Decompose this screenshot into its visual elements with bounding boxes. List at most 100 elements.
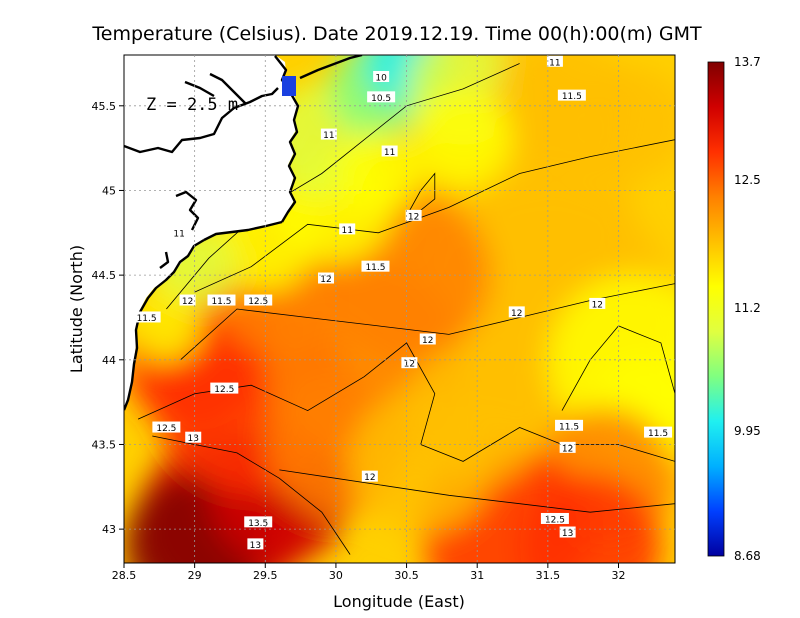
contour-label: 13 [562, 529, 573, 539]
land-mask [124, 55, 298, 410]
cold-spot-marker [282, 76, 296, 96]
contour-label-box [540, 512, 569, 524]
contour-label: 12 [182, 297, 193, 307]
contour-label: 12.5 [214, 385, 234, 395]
contour-label: 11.5 [365, 263, 385, 273]
temperature-patch [413, 90, 513, 190]
contour-label-box [589, 297, 606, 309]
contour-label-box [244, 294, 273, 306]
temperature-patch [576, 66, 675, 180]
contour-label-box [132, 311, 161, 323]
x-tick-label: 29 [188, 569, 202, 582]
x-tick-label: 32 [611, 569, 625, 582]
y-tick-label: 44 [102, 354, 116, 367]
contour-line [406, 172, 436, 217]
contour-label: 12 [320, 275, 331, 285]
x-tick-label: 30 [329, 569, 343, 582]
colorbar: 8.68 9.95 11.2 12.5 13.7 [707, 55, 761, 563]
contour-label: 12 [408, 212, 419, 222]
contour-label: 11.5 [137, 314, 157, 324]
x-axis-label: Longitude (East) [333, 592, 465, 611]
contour-label: 12 [562, 444, 573, 454]
contour-label-box [210, 382, 239, 394]
contour-label-box [546, 55, 563, 67]
contour-label: 12 [511, 309, 522, 319]
contour-label-box [318, 272, 335, 284]
contour-labels: 10 10.5 11 11.5 11 11 12 11 11 11.5 12 12 11.5 12.5 11… [132, 55, 673, 551]
contour-label: 11 [341, 226, 352, 236]
temperature-patch [519, 475, 661, 563]
contour-label: 11.5 [648, 429, 668, 439]
colorbar-gradient [707, 61, 725, 557]
chart-title: Temperature (Celsius). Date 2019.12.19. … [91, 23, 702, 45]
colorbar-tick-label: 9.95 [734, 424, 761, 438]
contour-lines [137, 63, 675, 555]
contour-label: 12 [404, 360, 415, 370]
contour-label: 13 [188, 434, 199, 444]
x-tick-label: 31.5 [536, 569, 561, 582]
contour-label: 11 [549, 58, 560, 68]
contour-label-box [247, 538, 264, 550]
contour-label-box [555, 419, 584, 431]
y-axis-label: Latitude (North) [67, 245, 86, 373]
contour-label: 12.5 [156, 424, 176, 434]
colorbar-ticks: 8.68 9.95 11.2 12.5 13.7 [734, 55, 761, 563]
contour-label-box [361, 470, 378, 482]
x-tick-label: 31 [470, 569, 484, 582]
contour-label: 12.5 [545, 515, 565, 525]
contour-label-box [185, 431, 202, 443]
contour-label: 12 [364, 473, 375, 483]
y-tick-label: 43.5 [92, 438, 117, 451]
contour-line [152, 435, 351, 555]
y-axis-ticks: 43 43.5 44 44.5 45 45.5 [92, 100, 124, 536]
contour-label-box [559, 441, 576, 453]
depth-label: Z = 2.5 m [146, 95, 238, 115]
coastline [124, 55, 363, 411]
contour-label-box [557, 89, 586, 101]
contour-label: 12.5 [248, 297, 268, 307]
colorbar-tick-label: 11.2 [734, 301, 761, 315]
contour-label: 13.5 [248, 519, 268, 529]
y-tick-label: 44.5 [92, 269, 117, 282]
contour-label: 11.5 [562, 92, 582, 102]
contour-label: 11 [384, 148, 395, 158]
contour-label-box [244, 516, 273, 528]
contour-label-box [401, 357, 418, 369]
y-tick-label: 45 [102, 184, 116, 197]
x-tick-label: 28.5 [112, 569, 137, 582]
contour-label-box [405, 209, 422, 221]
colorbar-tick-label: 13.7 [734, 55, 761, 69]
contour-label: 11 [323, 131, 334, 141]
contour-line [166, 63, 520, 310]
plot-frame [123, 54, 676, 564]
contour-label: 12 [592, 300, 603, 310]
contour-label-box [508, 306, 525, 318]
y-tick-label: 43 [102, 523, 116, 536]
contour-label-box [339, 223, 356, 235]
y-tick-label: 45.5 [92, 100, 117, 113]
temperature-patch [335, 131, 421, 216]
x-tick-label: 30.5 [394, 569, 419, 582]
contour-label-box [419, 333, 436, 345]
contour-label-box [171, 226, 188, 238]
contour-label-box [361, 260, 390, 272]
contour-label: 11.5 [559, 422, 579, 432]
contour-line [279, 469, 675, 513]
contour-label: 10 [375, 74, 387, 84]
colorbar-tick-label: 12.5 [734, 173, 761, 187]
contour-label-box [559, 526, 576, 538]
x-tick-label: 29.5 [253, 569, 278, 582]
contour-label-box [179, 294, 196, 306]
contour-label-box [367, 91, 396, 103]
contour-label: 12 [422, 336, 433, 346]
contour-label: 11 [173, 229, 184, 239]
contour-label-box [373, 71, 390, 83]
contour-label-box [644, 426, 673, 438]
contour-label-box [207, 294, 236, 306]
grid-lines [124, 55, 675, 563]
contour-label: 13 [250, 541, 261, 551]
contour-label-box [320, 128, 337, 140]
colorbar-tick-label: 8.68 [734, 549, 761, 563]
contour-label: 10.5 [371, 94, 391, 104]
